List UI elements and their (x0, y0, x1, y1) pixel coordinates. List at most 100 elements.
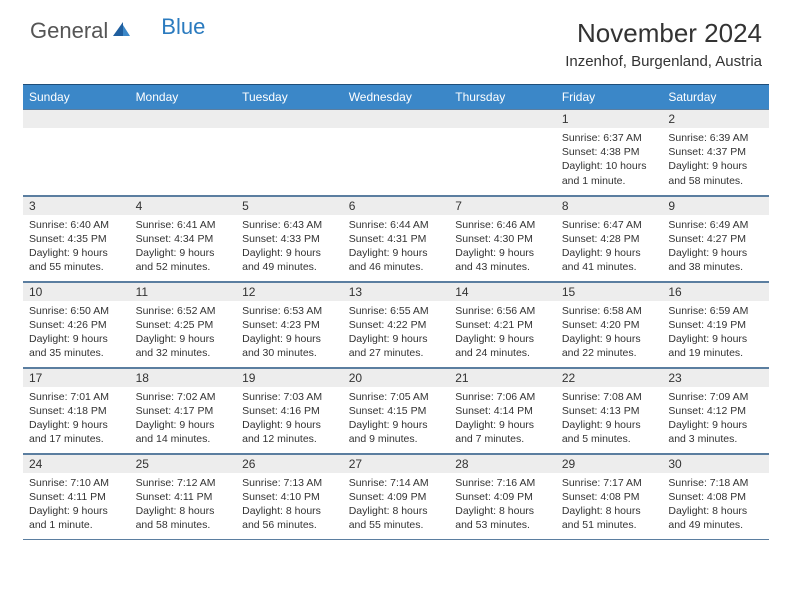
daylight-text: Daylight: 9 hours and 24 minutes. (455, 332, 550, 360)
brand-part2: Blue (161, 14, 205, 40)
calendar-cell: 26Sunrise: 7:13 AMSunset: 4:10 PMDayligh… (236, 453, 343, 539)
day-details: Sunrise: 7:12 AMSunset: 4:11 PMDaylight:… (130, 473, 237, 536)
day-details (449, 128, 556, 134)
sunrise-text: Sunrise: 6:56 AM (455, 304, 550, 318)
calendar-cell: 17Sunrise: 7:01 AMSunset: 4:18 PMDayligh… (23, 367, 130, 453)
sunrise-text: Sunrise: 6:53 AM (242, 304, 337, 318)
calendar-week-row: 1Sunrise: 6:37 AMSunset: 4:38 PMDaylight… (23, 109, 769, 195)
day-details (236, 128, 343, 134)
calendar-cell: 27Sunrise: 7:14 AMSunset: 4:09 PMDayligh… (343, 453, 450, 539)
weekday-header: Friday (556, 85, 663, 110)
daylight-text: Daylight: 9 hours and 5 minutes. (562, 418, 657, 446)
date-number: 12 (236, 282, 343, 301)
day-details: Sunrise: 7:10 AMSunset: 4:11 PMDaylight:… (23, 473, 130, 536)
sunrise-text: Sunrise: 7:05 AM (349, 390, 444, 404)
calendar-body: 1Sunrise: 6:37 AMSunset: 4:38 PMDaylight… (23, 109, 769, 539)
day-details: Sunrise: 6:43 AMSunset: 4:33 PMDaylight:… (236, 215, 343, 278)
header: General Blue November 2024 Inzenhof, Bur… (0, 0, 792, 78)
day-details: Sunrise: 7:03 AMSunset: 4:16 PMDaylight:… (236, 387, 343, 450)
date-number: 9 (662, 196, 769, 215)
weekday-header: Monday (130, 85, 237, 110)
date-number: 24 (23, 454, 130, 473)
calendar-cell: 12Sunrise: 6:53 AMSunset: 4:23 PMDayligh… (236, 281, 343, 367)
date-number: 17 (23, 368, 130, 387)
sunset-text: Sunset: 4:28 PM (562, 232, 657, 246)
sunrise-text: Sunrise: 6:44 AM (349, 218, 444, 232)
daylight-text: Daylight: 9 hours and 22 minutes. (562, 332, 657, 360)
day-details: Sunrise: 7:05 AMSunset: 4:15 PMDaylight:… (343, 387, 450, 450)
calendar-cell: 19Sunrise: 7:03 AMSunset: 4:16 PMDayligh… (236, 367, 343, 453)
calendar-cell (236, 109, 343, 195)
sunrise-text: Sunrise: 6:55 AM (349, 304, 444, 318)
weekday-header: Tuesday (236, 85, 343, 110)
date-number: 16 (662, 282, 769, 301)
date-number: 3 (23, 196, 130, 215)
calendar-cell: 11Sunrise: 6:52 AMSunset: 4:25 PMDayligh… (130, 281, 237, 367)
sunrise-text: Sunrise: 6:40 AM (29, 218, 124, 232)
sunset-text: Sunset: 4:11 PM (136, 490, 231, 504)
sunset-text: Sunset: 4:34 PM (136, 232, 231, 246)
day-details: Sunrise: 6:47 AMSunset: 4:28 PMDaylight:… (556, 215, 663, 278)
calendar-cell: 24Sunrise: 7:10 AMSunset: 4:11 PMDayligh… (23, 453, 130, 539)
sunset-text: Sunset: 4:08 PM (562, 490, 657, 504)
calendar-cell: 23Sunrise: 7:09 AMSunset: 4:12 PMDayligh… (662, 367, 769, 453)
day-details: Sunrise: 6:39 AMSunset: 4:37 PMDaylight:… (662, 128, 769, 191)
sunrise-text: Sunrise: 7:03 AM (242, 390, 337, 404)
day-details: Sunrise: 6:53 AMSunset: 4:23 PMDaylight:… (236, 301, 343, 364)
sunrise-text: Sunrise: 7:10 AM (29, 476, 124, 490)
date-number: 22 (556, 368, 663, 387)
day-details: Sunrise: 6:44 AMSunset: 4:31 PMDaylight:… (343, 215, 450, 278)
calendar-cell: 7Sunrise: 6:46 AMSunset: 4:30 PMDaylight… (449, 195, 556, 281)
date-number (236, 109, 343, 128)
date-number: 30 (662, 454, 769, 473)
sunrise-text: Sunrise: 7:17 AM (562, 476, 657, 490)
daylight-text: Daylight: 9 hours and 41 minutes. (562, 246, 657, 274)
day-details (23, 128, 130, 134)
weekday-header-row: SundayMondayTuesdayWednesdayThursdayFrid… (23, 85, 769, 110)
day-details (343, 128, 450, 134)
daylight-text: Daylight: 8 hours and 55 minutes. (349, 504, 444, 532)
sunset-text: Sunset: 4:10 PM (242, 490, 337, 504)
sunset-text: Sunset: 4:20 PM (562, 318, 657, 332)
date-number: 6 (343, 196, 450, 215)
sunset-text: Sunset: 4:38 PM (562, 145, 657, 159)
calendar-cell: 20Sunrise: 7:05 AMSunset: 4:15 PMDayligh… (343, 367, 450, 453)
daylight-text: Daylight: 8 hours and 51 minutes. (562, 504, 657, 532)
date-number: 7 (449, 196, 556, 215)
sunrise-text: Sunrise: 7:13 AM (242, 476, 337, 490)
sunset-text: Sunset: 4:13 PM (562, 404, 657, 418)
sunrise-text: Sunrise: 7:08 AM (562, 390, 657, 404)
daylight-text: Daylight: 9 hours and 27 minutes. (349, 332, 444, 360)
daylight-text: Daylight: 9 hours and 12 minutes. (242, 418, 337, 446)
calendar-cell: 1Sunrise: 6:37 AMSunset: 4:38 PMDaylight… (556, 109, 663, 195)
calendar-cell (343, 109, 450, 195)
calendar-cell: 2Sunrise: 6:39 AMSunset: 4:37 PMDaylight… (662, 109, 769, 195)
daylight-text: Daylight: 9 hours and 52 minutes. (136, 246, 231, 274)
daylight-text: Daylight: 9 hours and 38 minutes. (668, 246, 763, 274)
date-number: 18 (130, 368, 237, 387)
date-number: 26 (236, 454, 343, 473)
day-details: Sunrise: 6:56 AMSunset: 4:21 PMDaylight:… (449, 301, 556, 364)
sunrise-text: Sunrise: 6:52 AM (136, 304, 231, 318)
sunrise-text: Sunrise: 7:14 AM (349, 476, 444, 490)
day-details: Sunrise: 7:08 AMSunset: 4:13 PMDaylight:… (556, 387, 663, 450)
sunrise-text: Sunrise: 6:47 AM (562, 218, 657, 232)
date-number: 27 (343, 454, 450, 473)
sunrise-text: Sunrise: 6:37 AM (562, 131, 657, 145)
sail-icon (111, 18, 131, 44)
date-number: 4 (130, 196, 237, 215)
day-details: Sunrise: 7:14 AMSunset: 4:09 PMDaylight:… (343, 473, 450, 536)
calendar-cell: 15Sunrise: 6:58 AMSunset: 4:20 PMDayligh… (556, 281, 663, 367)
sunrise-text: Sunrise: 7:12 AM (136, 476, 231, 490)
calendar-cell: 6Sunrise: 6:44 AMSunset: 4:31 PMDaylight… (343, 195, 450, 281)
calendar-cell: 30Sunrise: 7:18 AMSunset: 4:08 PMDayligh… (662, 453, 769, 539)
daylight-text: Daylight: 9 hours and 17 minutes. (29, 418, 124, 446)
calendar-cell: 14Sunrise: 6:56 AMSunset: 4:21 PMDayligh… (449, 281, 556, 367)
date-number: 29 (556, 454, 663, 473)
daylight-text: Daylight: 9 hours and 58 minutes. (668, 159, 763, 187)
day-details: Sunrise: 7:01 AMSunset: 4:18 PMDaylight:… (23, 387, 130, 450)
sunset-text: Sunset: 4:25 PM (136, 318, 231, 332)
daylight-text: Daylight: 8 hours and 58 minutes. (136, 504, 231, 532)
day-details: Sunrise: 7:17 AMSunset: 4:08 PMDaylight:… (556, 473, 663, 536)
calendar-cell: 28Sunrise: 7:16 AMSunset: 4:09 PMDayligh… (449, 453, 556, 539)
